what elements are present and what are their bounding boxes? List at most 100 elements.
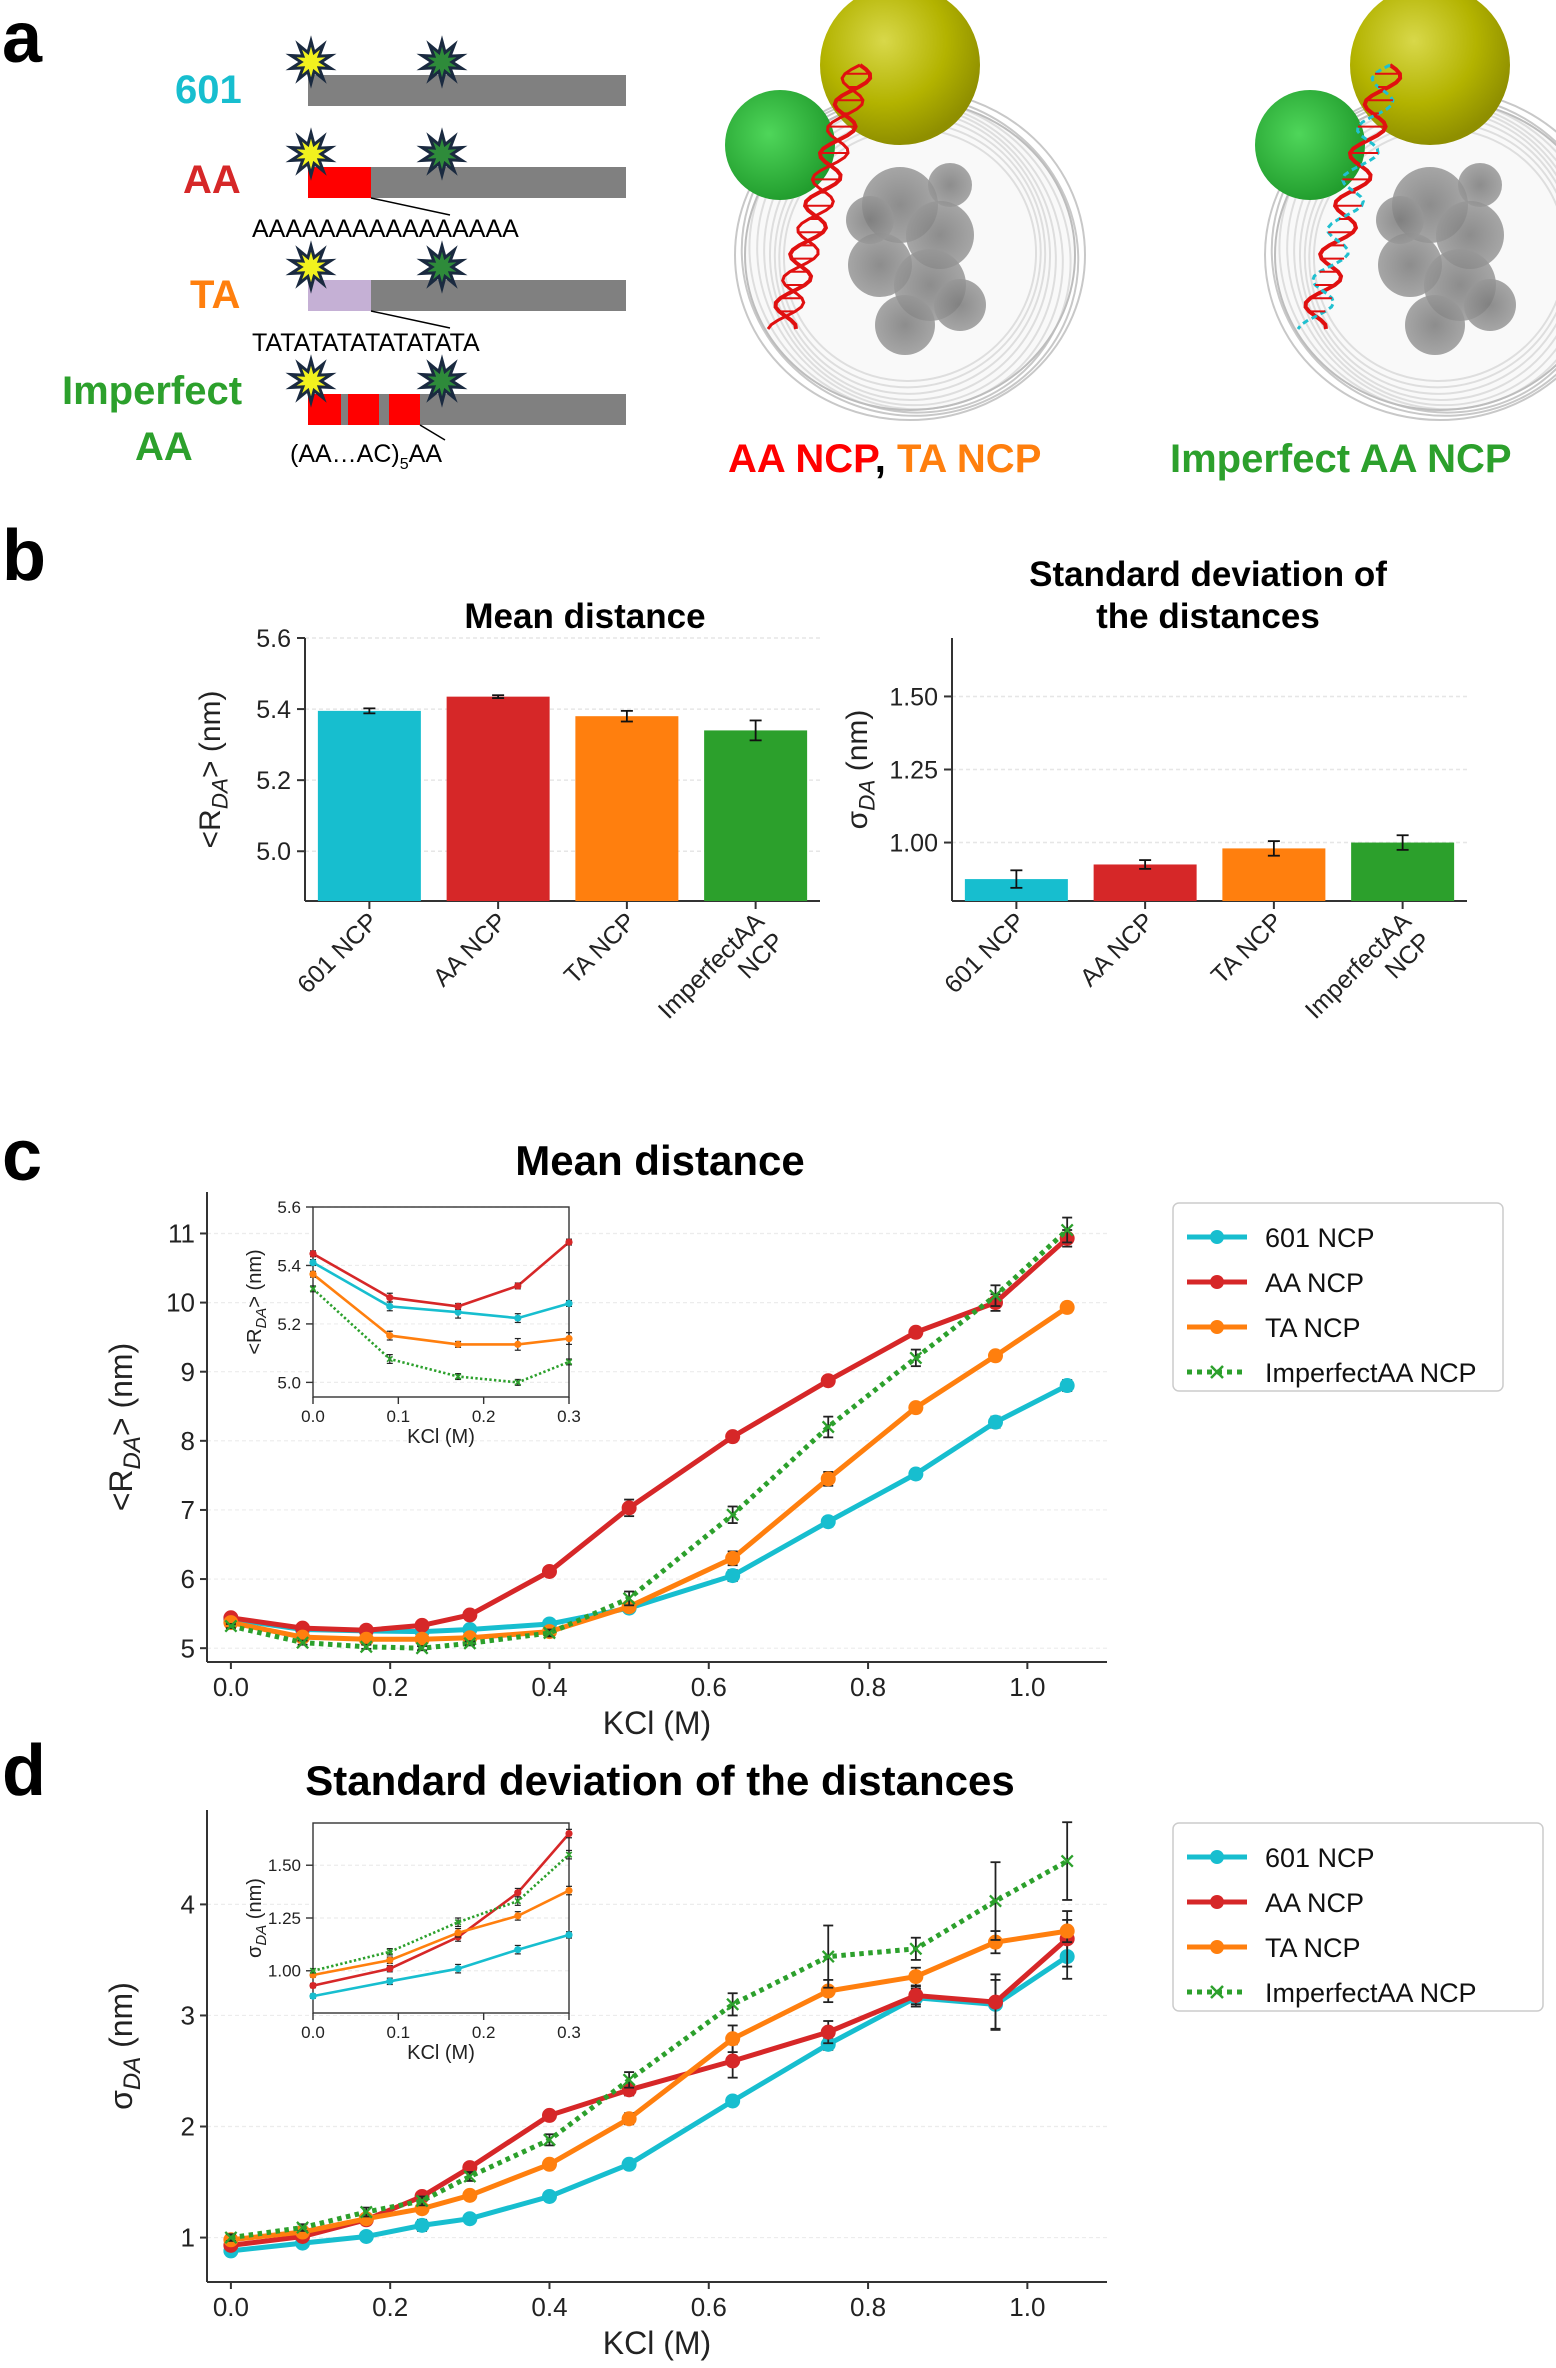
data-point — [386, 1332, 394, 1340]
data-point — [541, 2156, 557, 2172]
data-point — [386, 1956, 394, 1964]
y-tick-label: 8 — [181, 1426, 195, 1456]
dna-bar — [308, 75, 626, 106]
legend-label: ImperfectAA NCP — [1265, 1978, 1477, 2008]
y-tick-label: 6 — [181, 1564, 195, 1594]
data-point-x — [386, 1355, 394, 1363]
x-tick-label: 0.3 — [557, 1407, 581, 1426]
data-point — [414, 1617, 430, 1633]
structure-label-left: AA NCP, TA NCP — [728, 437, 1041, 481]
fluorophore-stars — [285, 35, 468, 408]
legend-box — [1172, 1202, 1504, 1392]
data-point-x — [543, 1626, 556, 1640]
data-point — [386, 1965, 394, 1973]
legend-label: AA NCP — [1265, 1888, 1364, 1918]
data-point-x — [463, 1636, 477, 1650]
data-point — [725, 1429, 741, 1445]
y-tick-label: 2 — [181, 2112, 195, 2142]
fluorophore-acceptor-star-icon — [416, 240, 468, 294]
y-tick-label: 5.4 — [277, 1256, 301, 1275]
data-point — [514, 1282, 522, 1290]
y-axis-label: σDA (nm) — [841, 710, 880, 830]
y-tick-label: 5.6 — [277, 1198, 301, 1217]
construct-aa: AA AAAAAAAAAAAAAAAA — [183, 158, 626, 243]
bar-imperfectaa-ncp — [1351, 842, 1455, 901]
data-point-x — [909, 1351, 923, 1365]
data-point — [414, 2217, 430, 2233]
x-tick-label: 1.0 — [1009, 1672, 1045, 1702]
y-tick-label: 7 — [181, 1495, 195, 1525]
data-point-x — [415, 1641, 429, 1655]
chart-b-right: 1.00 1.25 1.50 601 NCP AA NCP TA NCP Imperfect… — [841, 638, 1467, 1044]
x-tick-label: ImperfectAANCP — [1300, 907, 1437, 1044]
data-point — [987, 1348, 1003, 1364]
data-point — [621, 2082, 637, 2098]
y-tick-label: 11 — [168, 1219, 195, 1249]
y-axis-label: <RDA> (nm) — [244, 1249, 270, 1354]
data-point — [454, 1302, 462, 1310]
structure-label-right: Imperfect AA NCP — [1170, 437, 1512, 481]
data-point — [621, 2156, 637, 2172]
y-tick-label: 5.0 — [256, 838, 291, 866]
bar-aa-ncp — [1093, 864, 1197, 901]
x-tick-label: 0.1 — [387, 1407, 411, 1426]
x-tick-label: TA NCP — [1206, 907, 1288, 989]
dna-strand — [1303, 63, 1403, 330]
data-point — [514, 1889, 522, 1897]
data-point — [725, 2053, 741, 2069]
x-tick-label: ImperfectAANCP — [653, 907, 790, 1044]
ta-tract-block — [308, 280, 371, 311]
y-tick-label: 1.25 — [889, 757, 938, 785]
data-point-x — [726, 1508, 740, 1522]
panel-letter-b: b — [2, 516, 46, 596]
legend-marker — [1210, 1230, 1224, 1244]
data-point — [309, 1270, 317, 1278]
y-axis-label: <RDA> (nm) — [194, 691, 233, 849]
fluorophore-donor-star-icon — [285, 35, 337, 89]
data-point-x — [224, 2231, 238, 2245]
y-axis-label: σDA (nm) — [244, 1878, 270, 1958]
dna-strand — [766, 63, 865, 330]
legend-label: 601 NCP — [1265, 1223, 1375, 1253]
construct-label-ta: TA — [190, 273, 240, 317]
data-point — [1059, 1299, 1075, 1315]
x-tick-label: 0.2 — [372, 1672, 408, 1702]
data-point-x — [514, 1897, 522, 1905]
data-point-x — [309, 1285, 317, 1293]
x-tick-label: 0.0 — [301, 2023, 325, 2042]
y-tick-label: 3 — [181, 2001, 195, 2031]
legend-box — [1172, 1822, 1544, 2012]
histone-core — [1376, 196, 1424, 244]
data-point — [820, 1514, 836, 1530]
x-tick-label: 0.2 — [472, 2023, 496, 2042]
series-ImperfectAA — [309, 1849, 573, 1975]
series-line-ImperfectAA — [230, 1858, 1069, 2241]
data-point-x — [989, 1289, 1002, 1303]
data-point — [309, 1250, 317, 1258]
x-tick-label: 0.2 — [472, 1407, 496, 1426]
data-point — [908, 1969, 924, 1985]
data-point-x — [1060, 1223, 1074, 1237]
fluorophore-donor-star-icon — [285, 240, 337, 294]
data-point-x — [565, 1358, 573, 1366]
legend-marker — [1210, 1985, 1224, 1999]
data-point-x — [454, 1918, 462, 1926]
fluorophore-donor-star-icon — [285, 127, 337, 181]
data-point-x — [514, 1379, 522, 1386]
histone-core — [928, 163, 972, 207]
y-tick-label: 4 — [181, 1890, 195, 1920]
construct-imperfect-aa: Imperfect AA (AA…AC)5AA — [62, 369, 626, 473]
data-point-x — [454, 1373, 462, 1380]
data-point — [541, 1563, 557, 1579]
x-tick-label: 0.6 — [691, 1672, 727, 1702]
data-point — [820, 2036, 836, 2052]
panel-letter-c: c — [2, 1116, 42, 1196]
bar-ta-ncp — [575, 716, 679, 901]
construct-sequence-imperfect: (AA…AC)5AA — [290, 440, 442, 473]
x-axis-label: KCl (M) — [407, 1426, 475, 1448]
x-tick-label: 0.6 — [691, 2292, 727, 2322]
data-point — [1059, 1378, 1075, 1394]
legend-item-601: 601 NCP — [1187, 1223, 1375, 1253]
legend-item-ImperfectAA: ImperfectAA NCP — [1187, 1978, 1477, 2008]
legend-item-AA: AA NCP — [1187, 1268, 1364, 1298]
